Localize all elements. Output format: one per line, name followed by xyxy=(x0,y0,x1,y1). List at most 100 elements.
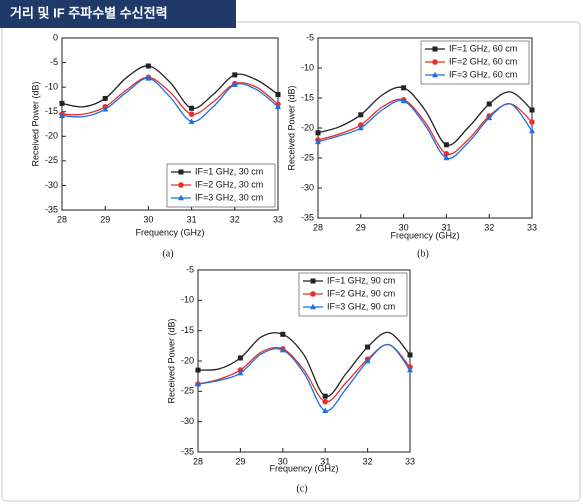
y-tick-label: -30 xyxy=(45,180,58,190)
marker xyxy=(401,85,407,91)
x-tick-label: 28 xyxy=(193,456,203,466)
legend-label: IF=1 GHz, 90 cm xyxy=(327,275,395,285)
y-axis-label: Received Power (dB) xyxy=(286,85,296,170)
y-axis-label: Received Power (dB) xyxy=(30,81,40,166)
y-tick-label: -15 xyxy=(45,106,58,116)
marker xyxy=(178,182,184,188)
marker xyxy=(315,130,321,136)
y-tick-label: -10 xyxy=(181,295,194,305)
marker xyxy=(231,81,238,87)
marker xyxy=(59,100,65,106)
series-line xyxy=(197,343,411,412)
x-axis-label: Frequency (GHz) xyxy=(135,227,204,237)
marker xyxy=(322,407,329,414)
marker xyxy=(432,59,438,65)
x-tick-label: 29 xyxy=(235,456,245,466)
y-tick-label: 0 xyxy=(53,32,58,42)
legend-label: IF=3 GHz, 90 cm xyxy=(327,301,395,311)
y-tick-label: -15 xyxy=(181,325,194,335)
y-tick-label: -25 xyxy=(181,386,194,396)
marker xyxy=(443,142,449,148)
marker xyxy=(529,119,535,125)
caption: (b) xyxy=(417,248,429,259)
marker xyxy=(315,138,321,145)
x-tick-label: 33 xyxy=(273,214,283,224)
series-line xyxy=(197,343,411,403)
series-line xyxy=(317,98,533,155)
marker xyxy=(178,194,184,201)
x-tick-label: 30 xyxy=(143,214,153,224)
legend-label: IF=2 GHz, 60 cm xyxy=(449,56,517,66)
x-tick-label: 32 xyxy=(363,456,373,466)
marker xyxy=(310,278,316,284)
marker xyxy=(178,169,184,175)
marker xyxy=(195,380,201,387)
marker xyxy=(59,112,65,118)
x-tick-label: 28 xyxy=(313,222,323,232)
marker xyxy=(529,107,535,113)
marker xyxy=(407,366,413,373)
marker xyxy=(310,303,316,310)
marker xyxy=(102,95,108,101)
y-tick-label: -5 xyxy=(186,264,194,274)
y-tick-label: -35 xyxy=(181,446,194,456)
frame xyxy=(1,21,581,502)
y-tick-label: -10 xyxy=(301,62,314,72)
marker xyxy=(310,291,316,297)
y-tick-label: -20 xyxy=(181,355,194,365)
y-tick-label: -5 xyxy=(50,57,58,67)
marker xyxy=(188,111,195,117)
legend-label: IF=2 GHz, 30 cm xyxy=(195,179,263,189)
header-band xyxy=(0,0,236,28)
marker xyxy=(486,114,493,121)
marker xyxy=(322,393,328,399)
x-tick-label: 30 xyxy=(399,222,409,232)
x-tick-label: 29 xyxy=(100,214,110,224)
marker xyxy=(280,331,286,337)
y-tick-label: -5 xyxy=(306,32,314,42)
marker xyxy=(322,398,329,405)
y-tick-label: -30 xyxy=(301,182,314,192)
legend-label: IF=3 GHz, 30 cm xyxy=(195,192,263,202)
marker xyxy=(237,369,244,376)
x-tick-label: 29 xyxy=(356,222,366,232)
y-tick-label: -25 xyxy=(301,152,314,162)
x-tick-label: 32 xyxy=(484,222,494,232)
marker xyxy=(189,105,195,111)
x-tick-label: 33 xyxy=(527,222,537,232)
series-line xyxy=(317,86,533,146)
y-tick-label: -35 xyxy=(301,212,314,222)
series-line xyxy=(61,77,279,123)
marker xyxy=(357,124,364,131)
marker xyxy=(432,46,438,52)
y-tick-label: -15 xyxy=(301,92,314,102)
marker xyxy=(195,367,201,373)
marker xyxy=(237,355,243,361)
y-tick-label: -20 xyxy=(45,131,58,141)
x-axis-label: Frequency (GHz) xyxy=(390,230,459,240)
x-tick-label: 28 xyxy=(57,214,67,224)
x-tick-label: 31 xyxy=(187,214,197,224)
marker xyxy=(407,352,413,358)
x-tick-label: 31 xyxy=(441,222,451,232)
marker xyxy=(232,72,238,78)
caption: (c) xyxy=(296,483,307,494)
marker xyxy=(145,63,151,69)
marker xyxy=(486,101,492,107)
marker xyxy=(275,92,281,98)
legend-label: IF=3 GHz, 60 cm xyxy=(449,69,517,79)
marker xyxy=(400,97,407,104)
header-title: 거리 및 IF 주파수별 수신전력 xyxy=(10,5,168,20)
y-tick-label: -10 xyxy=(45,82,58,92)
marker xyxy=(188,118,195,124)
series-line xyxy=(61,65,279,110)
legend-label: IF=2 GHz, 90 cm xyxy=(327,288,395,298)
y-tick-label: -20 xyxy=(301,122,314,132)
marker xyxy=(279,346,286,353)
legend-label: IF=1 GHz, 60 cm xyxy=(449,43,517,53)
marker xyxy=(443,151,450,157)
series-line xyxy=(61,76,279,116)
x-tick-label: 33 xyxy=(405,456,415,466)
